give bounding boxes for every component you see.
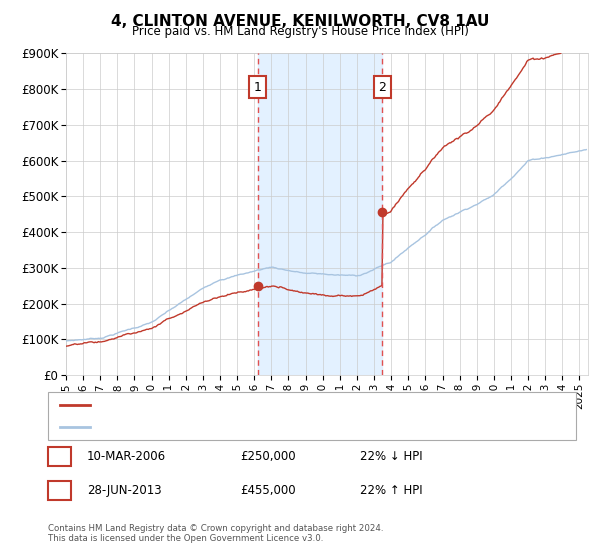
Text: 4, CLINTON AVENUE, KENILWORTH, CV8 1AU (detached house): 4, CLINTON AVENUE, KENILWORTH, CV8 1AU (… bbox=[96, 400, 422, 410]
Text: 1: 1 bbox=[55, 450, 64, 464]
Text: Contains HM Land Registry data © Crown copyright and database right 2024.: Contains HM Land Registry data © Crown c… bbox=[48, 524, 383, 533]
Text: Price paid vs. HM Land Registry's House Price Index (HPI): Price paid vs. HM Land Registry's House … bbox=[131, 25, 469, 38]
Text: £250,000: £250,000 bbox=[240, 450, 296, 464]
Bar bbox=[257, 53, 382, 375]
Text: £455,000: £455,000 bbox=[240, 484, 296, 497]
Text: 2: 2 bbox=[55, 484, 64, 497]
Text: HPI: Average price, detached house, Warwick: HPI: Average price, detached house, Warw… bbox=[96, 422, 332, 432]
Text: 2: 2 bbox=[379, 81, 386, 94]
Text: 22% ↑ HPI: 22% ↑ HPI bbox=[360, 484, 422, 497]
Text: 1: 1 bbox=[254, 81, 262, 94]
Text: 10-MAR-2006: 10-MAR-2006 bbox=[87, 450, 166, 464]
Text: 22% ↓ HPI: 22% ↓ HPI bbox=[360, 450, 422, 464]
Text: 28-JUN-2013: 28-JUN-2013 bbox=[87, 484, 161, 497]
Text: This data is licensed under the Open Government Licence v3.0.: This data is licensed under the Open Gov… bbox=[48, 534, 323, 543]
Text: 4, CLINTON AVENUE, KENILWORTH, CV8 1AU: 4, CLINTON AVENUE, KENILWORTH, CV8 1AU bbox=[111, 14, 489, 29]
